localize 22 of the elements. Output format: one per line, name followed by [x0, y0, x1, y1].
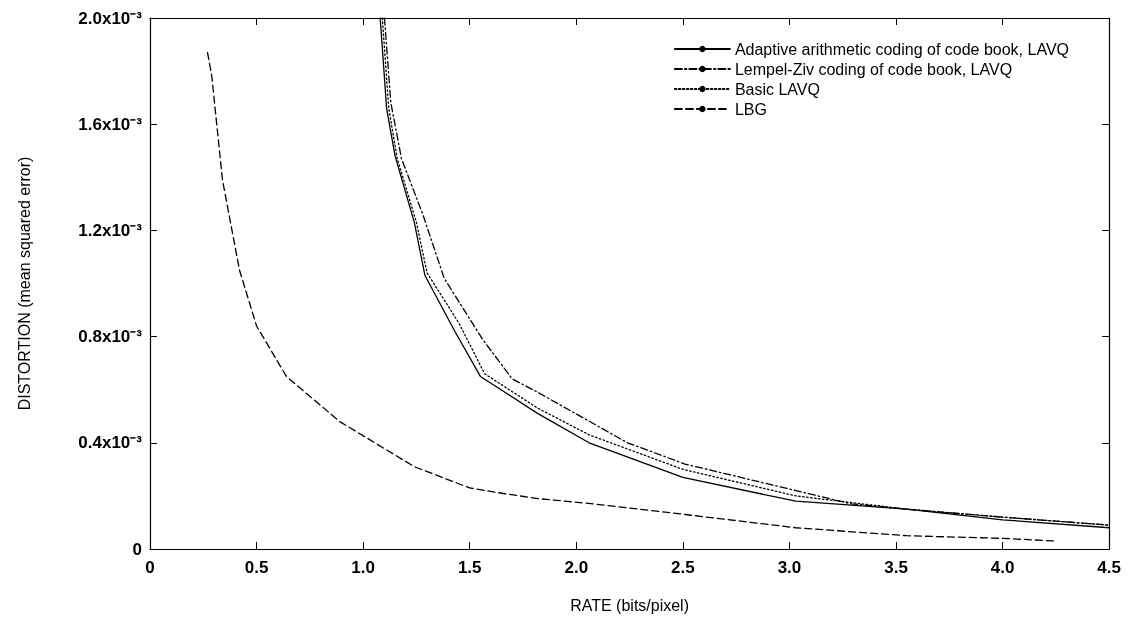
y-tick-label: 1.2x10⁻³ — [78, 220, 143, 240]
x-tick-label: 1.0 — [351, 558, 375, 577]
legend-label: Adaptive arithmetic coding of code book, LAVQ — [734, 40, 1070, 58]
y-tick-label: 0.4x10⁻³ — [78, 433, 143, 453]
y-tick-label: 0.8x10⁻³ — [78, 327, 143, 347]
y-tick-label: 2.0x10⁻³ — [78, 8, 143, 28]
x-tick-label: 3.5 — [884, 558, 908, 577]
y-tick-label: 0 — [132, 539, 142, 559]
legend-label: Lempel-Ziv coding of code book, LAVQ — [734, 60, 1013, 78]
x-tick-label: 4.5 — [1097, 558, 1121, 577]
x-tick-label: 3.0 — [777, 558, 802, 577]
y-axis-title: DISTORTION (mean squared error) — [15, 156, 33, 411]
y-tick-label: 1.6x10⁻³ — [78, 114, 143, 134]
x-axis-title: RATE (bits/pixel) — [570, 596, 690, 614]
legend-label: Basic LAVQ — [734, 80, 820, 98]
x-tick-label: 2.0 — [564, 558, 589, 577]
x-tick-label: 0 — [145, 558, 155, 577]
x-tick-label: 4.0 — [990, 558, 1015, 577]
x-tick-label: 0.5 — [244, 558, 269, 577]
x-tick-label: 2.5 — [671, 558, 695, 577]
x-tick-label: 1.5 — [457, 558, 482, 577]
legend-label: LBG — [734, 100, 767, 118]
